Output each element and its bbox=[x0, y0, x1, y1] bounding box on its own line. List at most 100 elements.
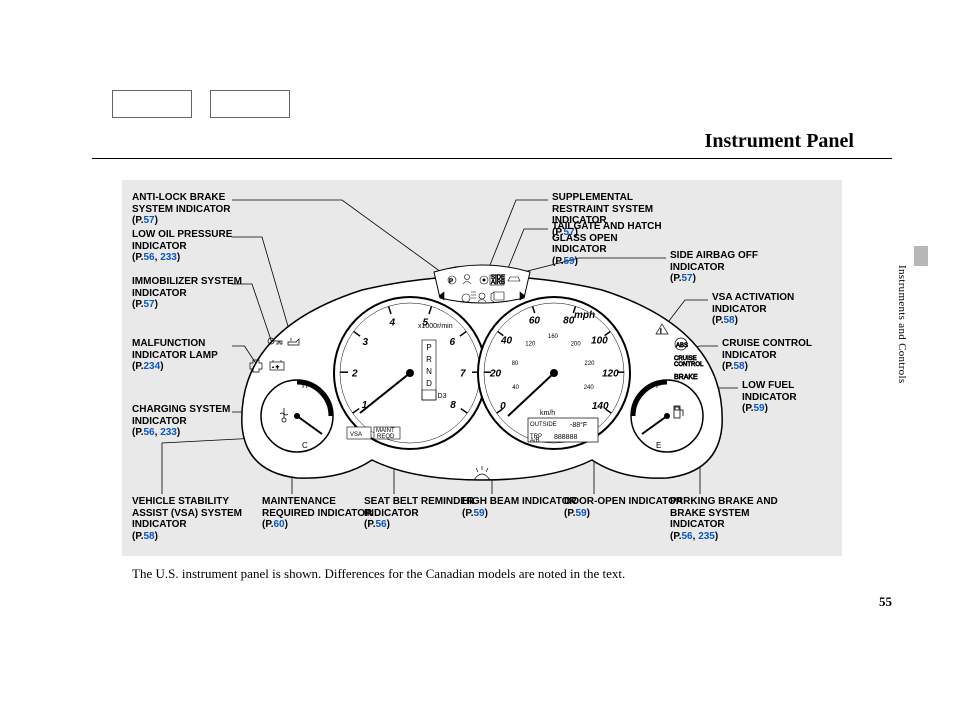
callout-immob: IMMOBILIZER SYSTEM INDICATOR(P.57) bbox=[132, 276, 252, 311]
callout-lowfuel: LOW FUEL INDICATOR(P.59) bbox=[742, 380, 842, 415]
callout-vsa-act: VSA ACTIVATION INDICATOR(P.58) bbox=[712, 292, 832, 327]
callout-pageref: (P.58) bbox=[722, 361, 748, 372]
svg-text:AIRB: AIRB bbox=[491, 280, 505, 286]
callout-label: ANTI-LOCK BRAKE SYSTEM INDICATOR bbox=[132, 192, 231, 215]
callout-sideab: SIDE AIRBAG OFF INDICATOR(P.57) bbox=[670, 250, 790, 285]
callout-vsa-sys: VEHICLE STABILITY ASSIST (VSA) SYSTEM IN… bbox=[132, 496, 252, 542]
svg-text:-88°F: -88°F bbox=[570, 421, 587, 429]
svg-text:120: 120 bbox=[602, 368, 619, 379]
callout-pageref: (P.59) bbox=[462, 508, 488, 519]
diagram-caption: The U.S. instrument panel is shown. Diff… bbox=[132, 566, 625, 582]
callout-pageref: (P.56, 233) bbox=[132, 427, 180, 438]
callout-highbeam: HIGH BEAM INDICATOR(P.59) bbox=[462, 496, 577, 519]
svg-text:km/h: km/h bbox=[540, 410, 555, 417]
svg-text:40: 40 bbox=[500, 336, 513, 347]
svg-text:VSA: VSA bbox=[350, 432, 362, 438]
svg-text:7: 7 bbox=[460, 368, 466, 379]
callout-label: PARKING BRAKE AND BRAKE SYSTEM INDICATOR bbox=[670, 496, 778, 530]
svg-text:ABS: ABS bbox=[676, 343, 688, 349]
callout-pageref: (P.59) bbox=[742, 403, 768, 414]
callout-pageref: (P.56) bbox=[364, 519, 390, 530]
callout-pageref: (P.58) bbox=[132, 531, 158, 542]
callout-label: SIDE AIRBAG OFF INDICATOR bbox=[670, 250, 758, 273]
svg-text:220: 220 bbox=[584, 361, 595, 367]
svg-text:BRAKE: BRAKE bbox=[674, 374, 698, 381]
callout-cruise: CRUISE CONTROL INDICATOR(P.58) bbox=[722, 338, 842, 373]
callout-label: MAINTENANCE REQUIRED INDICATOR bbox=[262, 496, 372, 519]
svg-text:CONTROL: CONTROL bbox=[674, 362, 704, 368]
callout-label: TAILGATE AND HATCH GLASS OPEN INDICATOR bbox=[552, 221, 662, 255]
temperature-gauge: H C bbox=[261, 380, 333, 452]
svg-text:F: F bbox=[656, 381, 661, 390]
callout-label: IMMOBILIZER SYSTEM INDICATOR bbox=[132, 276, 242, 299]
callout-pageref: (P.57) bbox=[132, 215, 158, 226]
svg-text:4: 4 bbox=[388, 318, 395, 329]
svg-text:R: R bbox=[426, 355, 432, 364]
svg-text:120: 120 bbox=[525, 342, 536, 348]
callout-brake: PARKING BRAKE AND BRAKE SYSTEM INDICATOR… bbox=[670, 496, 790, 542]
manual-page: Instrument Panel Instruments and Control… bbox=[0, 0, 954, 710]
section-tab-label: Instruments and Controls bbox=[896, 265, 908, 383]
callout-label: LOW FUEL INDICATOR bbox=[742, 380, 797, 403]
svg-text:- +: - + bbox=[272, 365, 280, 371]
callout-pageref: (P.57) bbox=[670, 273, 696, 284]
svg-text:H: H bbox=[302, 381, 308, 390]
header-box bbox=[210, 90, 290, 118]
section-tab-marker bbox=[914, 246, 928, 266]
header-box bbox=[112, 90, 192, 118]
callout-door: DOOR-OPEN INDICATOR(P.59) bbox=[564, 496, 683, 519]
callout-label: DOOR-OPEN INDICATOR bbox=[564, 496, 683, 507]
svg-text:888888: 888888 bbox=[554, 434, 577, 441]
callout-label: CHARGING SYSTEM INDICATOR bbox=[132, 404, 230, 427]
svg-text:E: E bbox=[656, 441, 661, 450]
callout-pageref: (P.59) bbox=[564, 508, 590, 519]
title-rule bbox=[92, 158, 892, 159]
svg-text:A/B: A/B bbox=[530, 438, 540, 444]
svg-text:8: 8 bbox=[450, 400, 456, 411]
callout-abs: ANTI-LOCK BRAKE SYSTEM INDICATOR(P.57) bbox=[132, 192, 252, 227]
callout-label: CRUISE CONTROL INDICATOR bbox=[722, 338, 812, 361]
callout-pageref: (P.56, 235) bbox=[670, 531, 718, 542]
svg-text:100: 100 bbox=[591, 336, 608, 347]
callout-label: LOW OIL PRESSURE INDICATOR bbox=[132, 229, 232, 252]
svg-text:80: 80 bbox=[563, 316, 575, 327]
svg-text:3: 3 bbox=[363, 337, 369, 348]
brake-icon: BRAKE bbox=[674, 374, 698, 381]
svg-text:P: P bbox=[449, 279, 453, 285]
svg-text:mph: mph bbox=[574, 310, 595, 321]
callout-mil: MALFUNCTION INDICATOR LAMP(P.234) bbox=[132, 338, 252, 373]
svg-text:20: 20 bbox=[489, 368, 502, 379]
svg-text:REQD: REQD bbox=[377, 434, 395, 440]
tachometer-gauge: 12345678 x1000r/min P R N D D3 VSA bbox=[334, 297, 486, 449]
callout-charge: CHARGING SYSTEM INDICATOR(P.56, 233) bbox=[132, 404, 252, 439]
callout-pageref: (P.60) bbox=[262, 519, 288, 530]
svg-text:OUTSIDE: OUTSIDE bbox=[530, 422, 557, 428]
svg-text:P: P bbox=[426, 343, 431, 352]
callout-oil: LOW OIL PRESSURE INDICATOR(P.56, 233) bbox=[132, 229, 252, 264]
instrument-panel-diagram: P SIDE AIRB bbox=[122, 180, 842, 556]
callout-pageref: (P.59) bbox=[552, 256, 578, 267]
page-title: Instrument Panel bbox=[705, 130, 854, 153]
callout-label: MALFUNCTION INDICATOR LAMP bbox=[132, 338, 218, 361]
callout-label: VSA ACTIVATION INDICATOR bbox=[712, 292, 794, 315]
callout-pageref: (P.58) bbox=[712, 315, 738, 326]
svg-text:200: 200 bbox=[571, 342, 582, 348]
fuel-gauge: F E bbox=[631, 380, 703, 452]
svg-text:140: 140 bbox=[592, 401, 609, 412]
svg-text:D3: D3 bbox=[438, 393, 447, 400]
svg-text:40: 40 bbox=[512, 385, 519, 391]
svg-text:160: 160 bbox=[548, 334, 559, 340]
callout-label: HIGH BEAM INDICATOR bbox=[462, 496, 577, 507]
svg-text:6: 6 bbox=[449, 337, 455, 348]
callout-label: SEAT BELT REMINDER INDICATOR bbox=[364, 496, 474, 519]
svg-text:60: 60 bbox=[529, 316, 541, 327]
tach-unit: x1000r/min bbox=[418, 323, 453, 330]
callout-pageref: (P.56, 233) bbox=[132, 252, 180, 263]
page-number: 55 bbox=[879, 594, 892, 610]
callout-label: VEHICLE STABILITY ASSIST (VSA) SYSTEM IN… bbox=[132, 496, 242, 530]
svg-text:240: 240 bbox=[584, 385, 595, 391]
header-placeholder-boxes bbox=[112, 90, 290, 118]
svg-text:D: D bbox=[426, 379, 432, 388]
callout-pageref: (P.57) bbox=[132, 299, 158, 310]
callout-tailgate: TAILGATE AND HATCH GLASS OPEN INDICATOR(… bbox=[552, 221, 672, 267]
